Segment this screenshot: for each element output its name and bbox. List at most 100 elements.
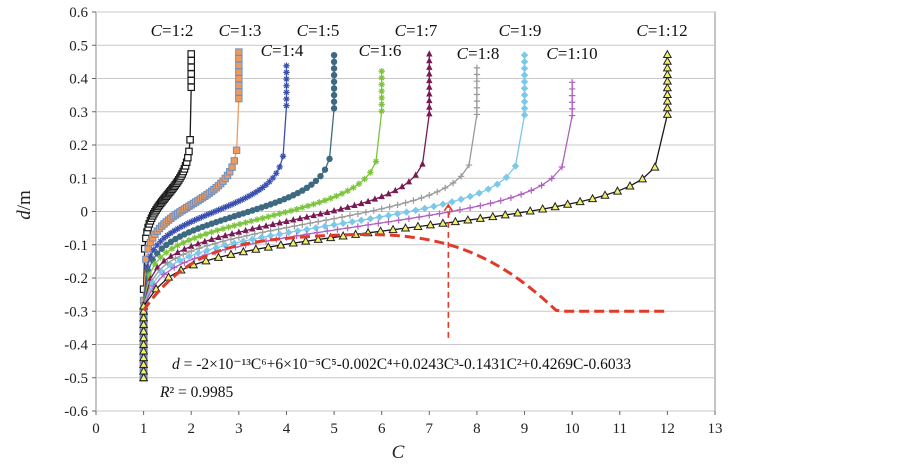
series-label: C=1:7 — [395, 21, 438, 40]
data-point — [430, 202, 438, 211]
x-tick-label: 8 — [473, 421, 481, 437]
data-point — [366, 214, 375, 223]
data-point — [275, 225, 282, 233]
data-point — [256, 223, 263, 230]
data-point — [187, 83, 196, 92]
data-point — [138, 339, 149, 348]
data-point — [525, 206, 535, 215]
data-point — [232, 199, 239, 206]
data-point — [287, 207, 295, 214]
data-point — [198, 214, 205, 221]
data-point — [187, 50, 196, 58]
data-point — [180, 239, 187, 246]
data-point — [358, 199, 365, 207]
data-point — [163, 249, 170, 256]
data-point — [266, 178, 273, 185]
data-point — [154, 264, 161, 271]
data-point — [235, 234, 243, 241]
data-point — [269, 174, 277, 182]
data-point — [259, 229, 266, 236]
data-point — [188, 247, 195, 255]
data-point — [299, 221, 306, 228]
data-point — [520, 111, 529, 119]
data-point — [473, 84, 481, 92]
data-point — [299, 204, 306, 211]
data-point — [330, 221, 338, 229]
x-tick-label: 5 — [330, 421, 338, 437]
data-point — [354, 210, 362, 218]
data-point — [138, 319, 149, 328]
data-point — [257, 233, 266, 242]
data-point — [466, 204, 474, 212]
y-tick-label: -0.2 — [64, 271, 88, 287]
data-point — [276, 163, 283, 171]
data-point — [473, 64, 481, 72]
data-point — [149, 256, 156, 264]
data-point — [520, 58, 529, 66]
data-point — [538, 182, 545, 189]
data-point — [270, 212, 278, 219]
data-point — [500, 209, 510, 219]
data-point — [463, 215, 473, 224]
data-point — [194, 249, 202, 257]
data-point — [263, 242, 273, 251]
data-point — [426, 56, 433, 64]
data-point — [293, 232, 300, 240]
data-point — [568, 85, 576, 93]
data-point — [138, 372, 149, 382]
data-point — [308, 181, 315, 188]
data-point — [310, 211, 317, 219]
guide-arrow — [443, 203, 454, 212]
data-point — [378, 205, 385, 213]
series-C=1:10 — [140, 79, 576, 381]
data-point — [322, 216, 330, 224]
series-label: C=1:4 — [261, 41, 304, 60]
data-point — [362, 209, 370, 216]
data-point — [364, 221, 372, 229]
data-point — [346, 212, 354, 219]
data-point — [338, 213, 346, 221]
data-point — [225, 223, 232, 231]
data-point — [398, 182, 406, 190]
data-point — [354, 223, 362, 230]
data-point — [378, 192, 385, 200]
x-axis-title: C — [392, 442, 405, 463]
data-point — [177, 223, 185, 231]
axes: -0.6 -0.5 -0.4 -0.3 -0.2 -0.1 0 0.1 0.2 0.3 0.4 0.5… — [64, 5, 722, 437]
data-point — [202, 230, 210, 238]
data-point — [249, 190, 256, 198]
data-point — [316, 199, 323, 206]
data-point — [283, 82, 290, 89]
data-point — [568, 92, 576, 99]
r-squared: R² = 0.9985 — [159, 384, 233, 401]
data-point — [466, 192, 474, 201]
data-point — [168, 245, 176, 252]
series-label: C=1:8 — [457, 44, 500, 63]
x-tick-label: 4 — [283, 421, 291, 437]
data-point — [195, 245, 203, 252]
series-label: C=1:9 — [499, 21, 542, 40]
data-point — [186, 135, 194, 144]
data-point — [405, 178, 413, 185]
data-point — [232, 146, 241, 154]
data-point — [388, 224, 398, 234]
data-point — [330, 85, 338, 92]
data-point — [251, 244, 261, 253]
data-point — [339, 219, 347, 227]
data-point — [219, 238, 227, 245]
data-point — [265, 213, 272, 220]
data-point — [147, 252, 154, 260]
data-point — [419, 160, 426, 167]
data-point — [446, 208, 453, 215]
series-label: C=1:6 — [359, 41, 402, 60]
data-point — [412, 171, 419, 178]
data-point — [144, 245, 152, 253]
data-point — [558, 163, 566, 171]
data-point — [326, 232, 336, 242]
data-point — [511, 162, 520, 170]
data-point — [426, 103, 433, 110]
data-point — [283, 102, 290, 109]
data-point — [473, 71, 481, 78]
data-point — [194, 240, 202, 247]
data-point — [184, 153, 192, 162]
